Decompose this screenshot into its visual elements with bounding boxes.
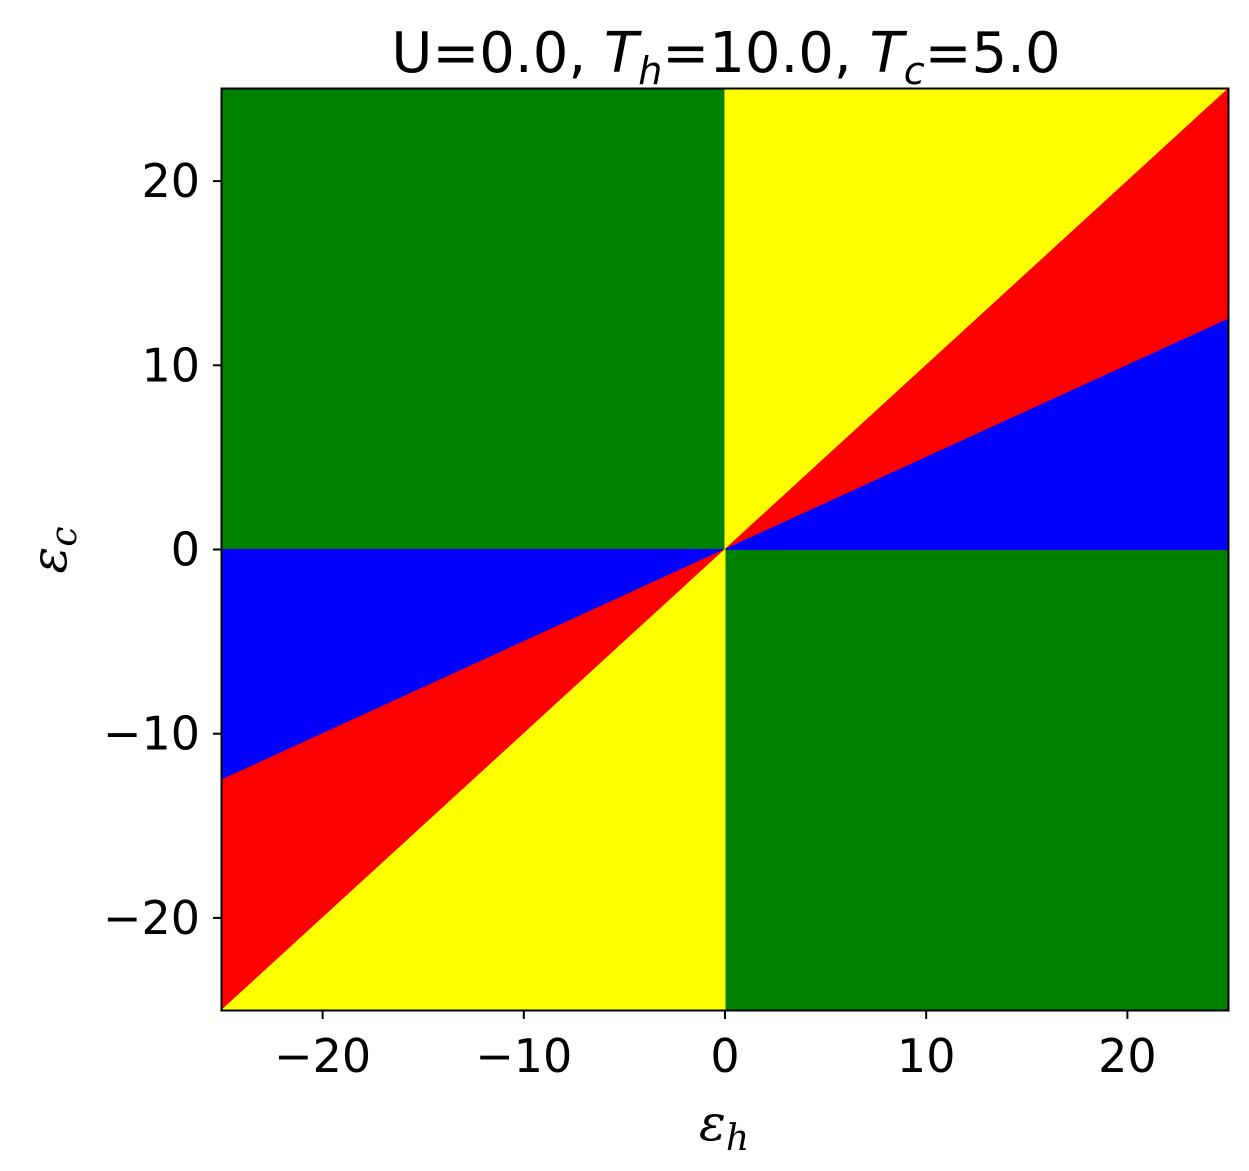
region-1: [724, 549, 1229, 1011]
x-axis-ticks: −20 −10 0 10 20: [274, 1010, 1157, 1083]
y-axis-ticks: −20 −10 0 10 20: [103, 154, 222, 945]
y-axis-label: εc: [20, 526, 85, 573]
y-tick-label: 0: [171, 523, 200, 577]
x-tick-label: 0: [710, 1029, 739, 1083]
x-tick-label: −20: [274, 1029, 371, 1083]
heatmap-regions: [220, 87, 1230, 1012]
x-tick-label: 20: [1098, 1029, 1157, 1083]
region-0: [221, 88, 726, 550]
y-tick-label: −20: [103, 891, 200, 945]
x-axis-label: εh: [699, 1094, 749, 1159]
y-tick-label: −10: [103, 707, 200, 761]
y-tick-label: 10: [141, 338, 200, 392]
chart-title: U=0.0, Th=10.0, Tc=5.0: [391, 21, 1060, 93]
y-tick-label: 20: [141, 154, 200, 208]
x-tick-label: −10: [475, 1029, 572, 1083]
x-tick-label: 10: [897, 1029, 956, 1083]
